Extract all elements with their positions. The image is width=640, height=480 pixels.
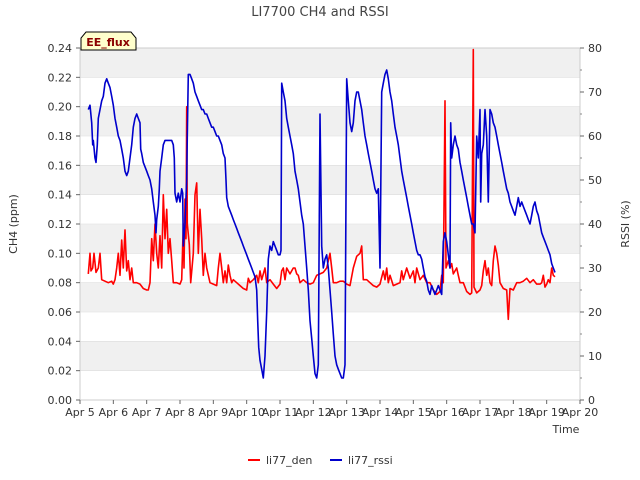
y-left-tick-label: 0.04 <box>48 335 73 348</box>
x-tick-label: Apr 16 <box>428 406 465 419</box>
plot-band <box>80 165 580 195</box>
y-left-tick-label: 0.10 <box>48 247 73 260</box>
y-left-tick-label: 0.00 <box>48 394 73 407</box>
y-left-tick-label: 0.06 <box>48 306 73 319</box>
y-left-tick-label: 0.16 <box>48 159 73 172</box>
y-right-tick-label: 0 <box>588 394 595 407</box>
x-tick-label: Apr 5 <box>65 406 95 419</box>
y-right-tick-label: 40 <box>588 218 602 231</box>
series-line-li77-den <box>87 48 556 321</box>
x-tick-label: Apr 17 <box>462 406 499 419</box>
y-left-tick-label: 0.24 <box>48 42 73 55</box>
x-tick-label: Apr 18 <box>495 406 532 419</box>
series-layer <box>87 48 556 379</box>
y-left-tick-label: 0.22 <box>48 71 73 84</box>
y-left-tick-label: 0.08 <box>48 277 73 290</box>
x-tick-label: Apr 15 <box>395 406 432 419</box>
y-axis-left-title: CH4 (ppm) <box>7 194 20 254</box>
badge-label: EE_flux <box>86 36 130 49</box>
x-tick-label: Apr 7 <box>132 406 162 419</box>
legend: li77_den li77_rssi <box>248 454 393 467</box>
plot-bands <box>80 48 580 371</box>
y-left-tick-label: 0.12 <box>48 218 73 231</box>
y-right-tick-label: 70 <box>588 86 602 99</box>
x-tick-label: Apr 20 <box>562 406 599 419</box>
x-tick-label: Apr 12 <box>295 406 332 419</box>
badge-shape <box>80 31 137 51</box>
x-tick-label: Apr 9 <box>199 406 229 419</box>
y-right-tick-label: 60 <box>588 130 602 143</box>
y-axis-right-title: RSSI (%) <box>619 200 632 247</box>
y-right-tick-label: 50 <box>588 174 602 187</box>
x-tick-label: Apr 6 <box>99 406 129 419</box>
x-tick-label: Apr 13 <box>328 406 365 419</box>
plot-band <box>80 48 580 78</box>
x-tick-label: Apr 19 <box>528 406 565 419</box>
y-left-tick-label: 0.14 <box>48 189 73 202</box>
x-tick-label: Apr 11 <box>262 406 299 419</box>
y-right-tick-label: 20 <box>588 306 602 319</box>
x-tick-label: Apr 10 <box>228 406 265 419</box>
x-tick-label: Apr 8 <box>165 406 195 419</box>
legend-label-li77-rssi: li77_rssi <box>348 454 393 467</box>
x-axis-title: Time <box>552 423 580 436</box>
legend-label-li77-den: li77_den <box>266 454 312 467</box>
y-left-tick-label: 0.18 <box>48 130 73 143</box>
plot-band <box>80 106 580 136</box>
y-right-tick-label: 80 <box>588 42 602 55</box>
x-tick-label: Apr 14 <box>362 406 399 419</box>
y-right-tick-label: 10 <box>588 350 602 363</box>
axes: 0.00 0.02 0.04 0.06 0.08 0.10 0.12 0.14 0.16 0.18… <box>48 42 603 419</box>
y-right-tick-label: 30 <box>588 262 602 275</box>
y-left-tick-label: 0.02 <box>48 365 73 378</box>
ee-flux-badge: EE_flux <box>80 31 137 51</box>
y-left-tick-label: 0.20 <box>48 101 73 114</box>
plot-band <box>80 341 580 371</box>
chart-title: LI7700 CH4 and RSSI <box>251 5 389 20</box>
series-line-li77-rssi <box>87 69 556 379</box>
